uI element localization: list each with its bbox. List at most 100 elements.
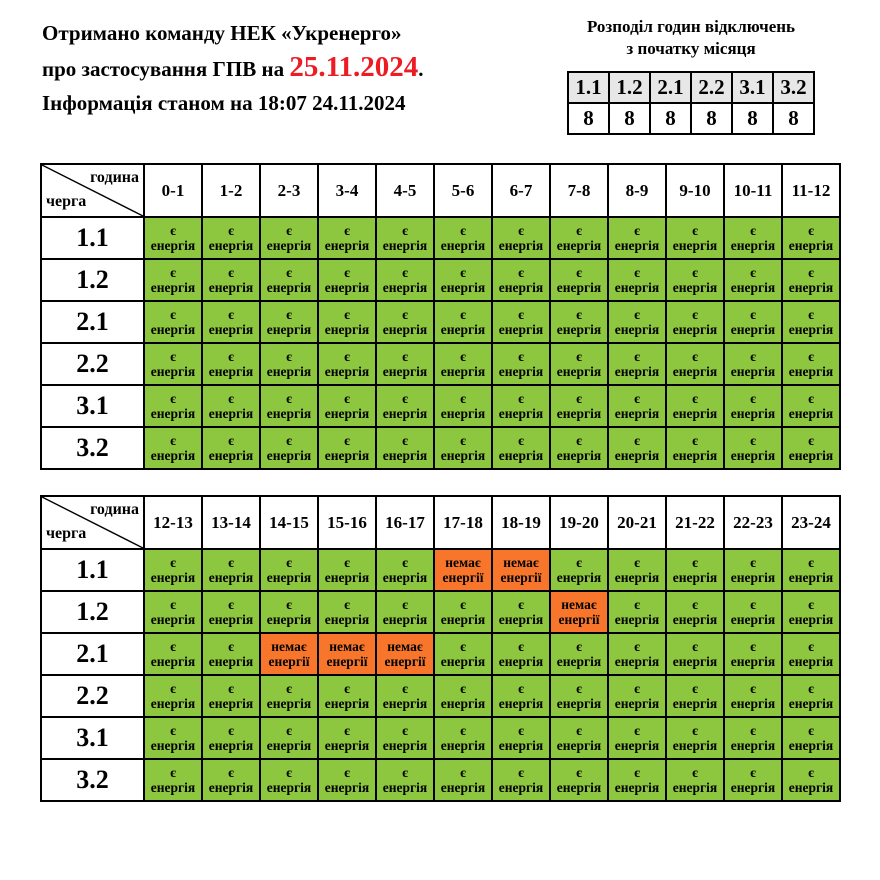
cell-label-line-1: є [402,765,408,780]
schedule-cell-power-on: є енергія [375,384,435,428]
cell-label-line-1: є [228,639,234,654]
schedule-cell-power-on: є енергія [607,632,667,676]
hour-header: 11-12 [781,163,841,218]
cell-label-line-2: енергія [324,406,370,421]
schedule-cell-power-on: є енергія [781,342,841,386]
summary-queue-header-row: 1.1 1.2 2.1 2.2 3.1 3.2 [567,71,815,104]
schedule-cell-power-on: є енергія [607,758,667,802]
queue-label: 1.1 [40,216,145,260]
schedule-cell-power-on: є енергія [433,674,493,718]
cell-label-line-1: є [750,265,756,280]
cell-label-line-1: є [228,391,234,406]
schedule-cell-power-on: є енергія [375,674,435,718]
cell-label-line-1: є [286,555,292,570]
schedule-cell-power-on: є енергія [607,384,667,428]
cell-label-line-2: енергія [440,448,486,463]
schedule-cell-power-on: є енергія [607,258,667,302]
cell-label-line-1: є [518,265,524,280]
cell-label-line-1: є [692,307,698,322]
cell-label-line-1: є [518,765,524,780]
cell-label-line-1: є [402,265,408,280]
cell-label-line-2: енергія [324,780,370,795]
schedule-cell-power-on: є енергія [201,758,261,802]
cell-label-line-2: енергія [730,570,776,585]
schedule-cell-power-on: є енергія [433,426,493,470]
cell-label-line-2: енергія [556,780,602,795]
cell-label-line-2: енергія [672,738,718,753]
cell-label-line-1: немає [503,555,539,570]
cell-label-line-2: енергії [268,654,310,669]
schedule-cell-power-on: є енергія [491,258,551,302]
cell-label-line-1: є [576,555,582,570]
schedule-cell-power-on: є енергія [607,216,667,260]
schedule-cell-power-on: є енергія [781,300,841,344]
cell-label-line-1: є [286,391,292,406]
schedule-cell-power-on: є енергія [723,258,783,302]
cell-label-line-2: енергія [440,738,486,753]
cell-label-line-2: енергія [324,364,370,379]
cell-label-line-2: енергія [730,322,776,337]
cell-label-line-2: енергія [266,280,312,295]
schedule-cell-power-on: є енергія [607,300,667,344]
cell-label-line-1: є [344,265,350,280]
cell-label-line-1: є [518,681,524,696]
cell-label-line-2: енергія [382,780,428,795]
cell-label-line-1: є [808,555,814,570]
schedule-cell-power-on: є енергія [317,590,377,634]
hour-header: 14-15 [259,495,319,550]
cell-label-line-1: є [286,765,292,780]
schedule-cell-power-on: є енергія [491,590,551,634]
summary-title: Розподіл годин відключень з початку міся… [553,16,829,60]
summary-title-line-1: Розподіл годин відключень [586,17,796,36]
schedule-cell-power-off: немає енергії [259,632,319,676]
cell-label-line-2: енергія [440,280,486,295]
hour-header-row: година черга 12-13 13-14 14-15 15-16 16-17 17-1… [40,495,841,550]
cell-label-line-1: є [344,433,350,448]
cell-label-line-2: енергія [382,364,428,379]
schedule-cell-power-on: є енергія [317,258,377,302]
cell-label-line-1: є [286,723,292,738]
cell-label-line-2: енергія [614,696,660,711]
cell-label-line-2: енергія [440,406,486,421]
cell-label-line-2: енергія [672,612,718,627]
cell-label-line-2: енергія [498,322,544,337]
schedule-cell-power-on: є енергія [607,674,667,718]
cell-label-line-2: енергія [614,406,660,421]
cell-label-line-1: є [286,349,292,364]
schedule-cell-power-on: є енергія [781,632,841,676]
cell-label-line-2: енергії [442,570,484,585]
schedule-cell-power-on: є енергія [665,426,725,470]
hour-header: 6-7 [491,163,551,218]
schedule-table-hours-0-12: година черга 0-1 1-2 2-3 3-4 4-5 5-6 6-7 7-8 8-9 9-… [40,163,841,470]
schedule-row: 1.2 є енергія є енергія є енергія є енергія є енер… [40,258,841,302]
cell-label-line-2: енергія [730,780,776,795]
cell-label-line-2: енергія [266,780,312,795]
announcement-line-1: Отримано команду НЕК «Укренерго» [42,21,402,45]
cell-label-line-2: енергія [672,570,718,585]
cell-label-line-2: енергії [326,654,368,669]
cell-label-line-2: енергія [788,322,834,337]
schedule-cell-power-on: є енергія [433,758,493,802]
queue-label: 1.2 [40,258,145,302]
cell-label-line-1: є [750,555,756,570]
cell-label-line-2: енергія [150,322,196,337]
cell-label-line-2: енергія [788,696,834,711]
cell-label-line-2: енергія [382,280,428,295]
cell-label-line-1: є [692,223,698,238]
cell-label-line-2: енергія [556,738,602,753]
cell-label-line-1: є [576,265,582,280]
schedule-cell-power-on: є енергія [433,258,493,302]
cell-label-line-2: енергія [788,570,834,585]
schedule-row: 2.1 є енергія є енергія немає енергії немає енер… [40,632,841,676]
queue-label: 3.1 [40,384,145,428]
schedule-cell-power-on: є енергія [549,258,609,302]
schedule-cell-power-on: є енергія [781,216,841,260]
cell-label-line-1: є [460,307,466,322]
cell-label-line-2: енергія [324,612,370,627]
schedule-cell-power-on: є енергія [375,548,435,592]
cell-label-line-1: є [228,223,234,238]
outage-hours-summary: Розподіл годин відключень з початку міся… [553,16,829,135]
cell-label-line-1: є [692,433,698,448]
hour-header: 23-24 [781,495,841,550]
cell-label-line-1: є [402,349,408,364]
